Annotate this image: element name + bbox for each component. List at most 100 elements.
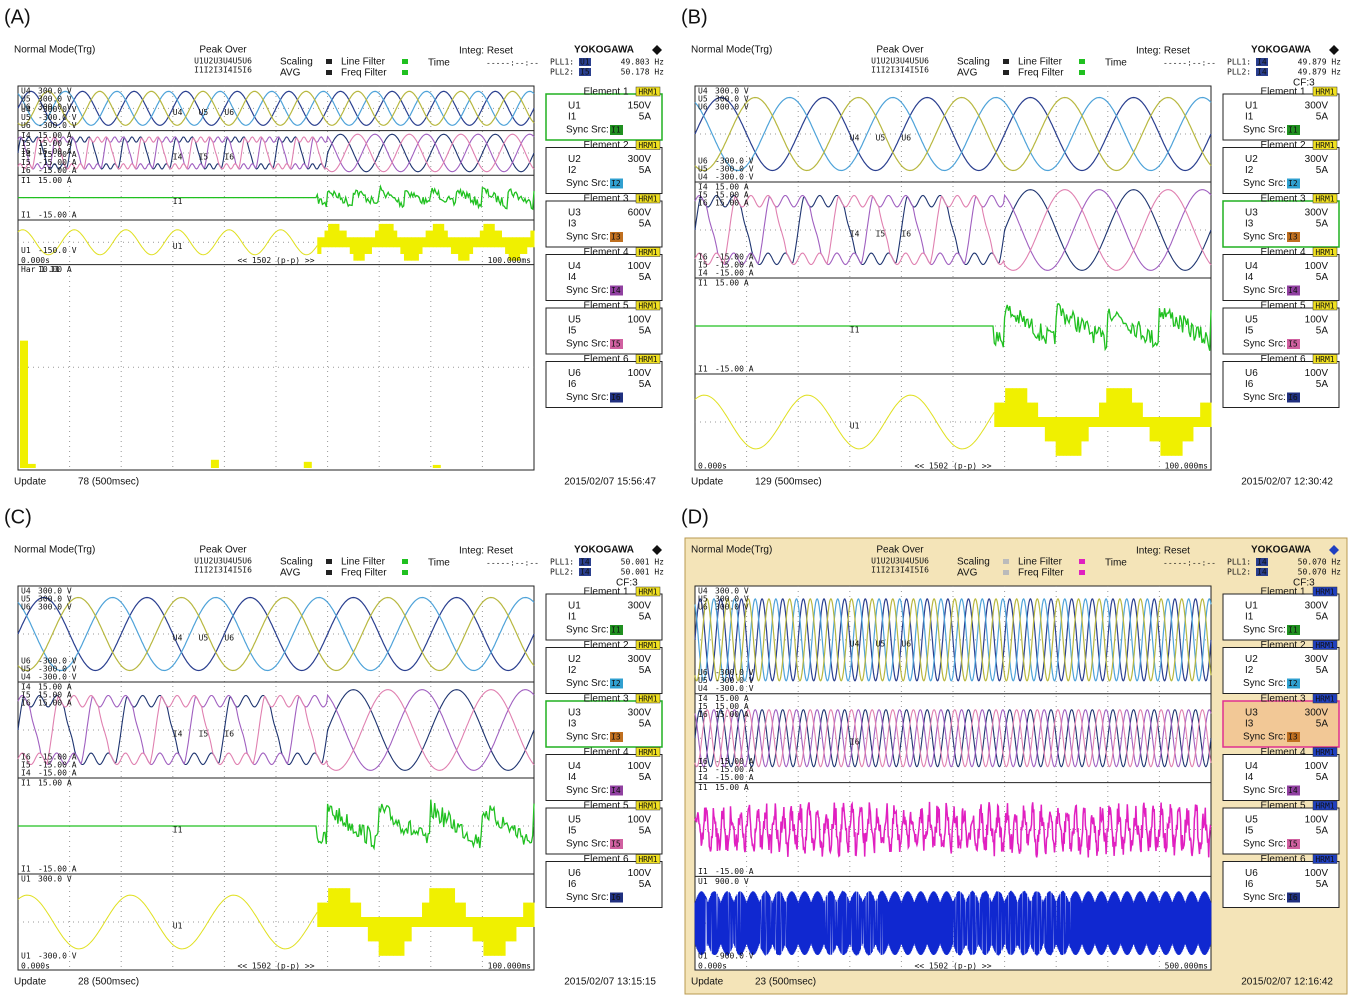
- i-range: 5A: [1316, 272, 1329, 283]
- sync-label: Sync Src:: [566, 125, 609, 136]
- harmonic-bar: [433, 465, 441, 468]
- i-range: 5A: [639, 612, 652, 623]
- time-value: -----:--:--: [1163, 559, 1216, 568]
- scale-value: -15.00 A: [715, 269, 754, 278]
- sync-label: Sync Src:: [566, 339, 609, 350]
- date: 2015/02/07 13:15:15: [564, 977, 656, 988]
- i-channel: I3: [1245, 719, 1254, 730]
- pwm-block: [1193, 417, 1197, 427]
- u-range: 100V: [628, 868, 652, 879]
- line-filter: Line Filter: [341, 57, 386, 68]
- line-filter: Line Filter: [1018, 57, 1063, 68]
- element-title: Element 4: [583, 247, 628, 258]
- integ: Integ: Reset: [459, 46, 513, 57]
- pwm-block: [469, 917, 473, 927]
- trace-label: U5: [876, 639, 886, 648]
- i-range: 5A: [1316, 165, 1329, 176]
- u-range: 100V: [1305, 368, 1329, 379]
- indicator: [402, 570, 408, 575]
- u-range: 100V: [628, 368, 652, 379]
- u-channel: U3: [1245, 208, 1258, 219]
- element-title: Element 6: [583, 854, 628, 865]
- pwm-block: [994, 403, 998, 427]
- pwm-block: [361, 917, 365, 927]
- scale-value: 15.00 A: [715, 199, 749, 208]
- scale-name: U6: [698, 103, 708, 112]
- sync-src: I5: [611, 340, 621, 349]
- pwm-block: [346, 888, 350, 927]
- sync-src: I2: [611, 679, 621, 688]
- pll-value: 49.879 Hz: [1298, 68, 1342, 77]
- badge: HRM1: [1315, 695, 1334, 704]
- pwm-block: [1182, 417, 1186, 441]
- time-start: 0.000s: [698, 962, 727, 971]
- pll-src: I4: [1257, 68, 1267, 77]
- sync-label: Sync Src:: [1243, 785, 1286, 796]
- pwm-block: [343, 231, 347, 248]
- pwm-block: [494, 917, 498, 956]
- pwm-block: [487, 224, 491, 247]
- line-filter: Line Filter: [1018, 557, 1063, 568]
- pwm-block: [357, 237, 361, 260]
- i-channel: I6: [568, 879, 577, 890]
- badge: HRM1: [1315, 748, 1334, 757]
- pwm-block: [516, 917, 520, 927]
- pll-value: 49.803 Hz: [621, 58, 665, 67]
- pll-value: 50.001 Hz: [621, 558, 665, 567]
- i-channel: I4: [568, 772, 577, 783]
- pwm-block: [505, 237, 509, 254]
- pwm-block: [328, 224, 332, 247]
- trace-label: U1: [173, 922, 183, 931]
- time-pp: << 1502 (p-p) >>: [237, 256, 314, 265]
- pwm-block: [393, 917, 397, 956]
- badge: HRM1: [638, 802, 657, 811]
- pwm-block: [328, 888, 332, 927]
- pwm-block: [335, 224, 339, 247]
- pwm-block: [426, 231, 430, 248]
- pll-src: I4: [1257, 58, 1267, 67]
- pwm-block: [476, 237, 480, 247]
- pwm-block: [1038, 417, 1042, 427]
- time-start: 0.000s: [21, 962, 50, 971]
- trace-label: U5: [876, 134, 886, 143]
- i-channel: I6: [1245, 879, 1254, 890]
- u-channel: U1: [1245, 101, 1258, 112]
- indicator: [1079, 59, 1085, 64]
- scale-name: I1: [21, 779, 31, 788]
- indicator: [1079, 570, 1085, 575]
- u-range: 100V: [1305, 815, 1329, 826]
- panel: (A)Normal Mode(Trg)Peak OverU1U2U3U4U5U6…: [4, 6, 670, 494]
- u-channel: U4: [1245, 261, 1258, 272]
- scale-name: U1: [21, 246, 31, 255]
- pwm-block: [386, 224, 390, 247]
- element-title: Element 1: [1260, 587, 1305, 598]
- sync-label: Sync Src:: [566, 392, 609, 403]
- pwm-block: [462, 237, 466, 260]
- pwm-block: [527, 903, 531, 927]
- scale-value: -15.00 A: [38, 210, 77, 219]
- pwm-block: [491, 917, 495, 956]
- badge: HRM1: [638, 695, 657, 704]
- pwm-block: [321, 237, 325, 247]
- sync-src: I1: [1288, 626, 1298, 635]
- indicator: [1079, 559, 1085, 564]
- pwm-block: [1160, 417, 1164, 456]
- pll-label: PLL2:: [550, 568, 574, 577]
- indicator: [326, 559, 332, 564]
- u-channel: U3: [568, 208, 581, 219]
- pwm-block: [335, 888, 339, 927]
- screen: Normal Mode(Trg)Peak OverU1U2U3U4U5U6I1I…: [8, 38, 670, 494]
- panel: (B)Normal Mode(Trg)Peak OverU1U2U3U4U5U6…: [681, 6, 1347, 494]
- scale-name: I1: [21, 176, 31, 185]
- pwm-block: [1016, 388, 1020, 427]
- pwm-block: [343, 888, 347, 927]
- i-channel: I1: [568, 612, 577, 623]
- pwm-block: [1063, 417, 1067, 456]
- pwm-block: [400, 237, 404, 254]
- peak-over: Peak Over: [876, 545, 924, 556]
- u-range: 300V: [1305, 708, 1329, 719]
- pll-label: PLL1:: [1227, 558, 1251, 567]
- time-label: Time: [1105, 58, 1127, 69]
- trace-label: I4: [850, 230, 860, 239]
- pwm-block: [429, 888, 433, 927]
